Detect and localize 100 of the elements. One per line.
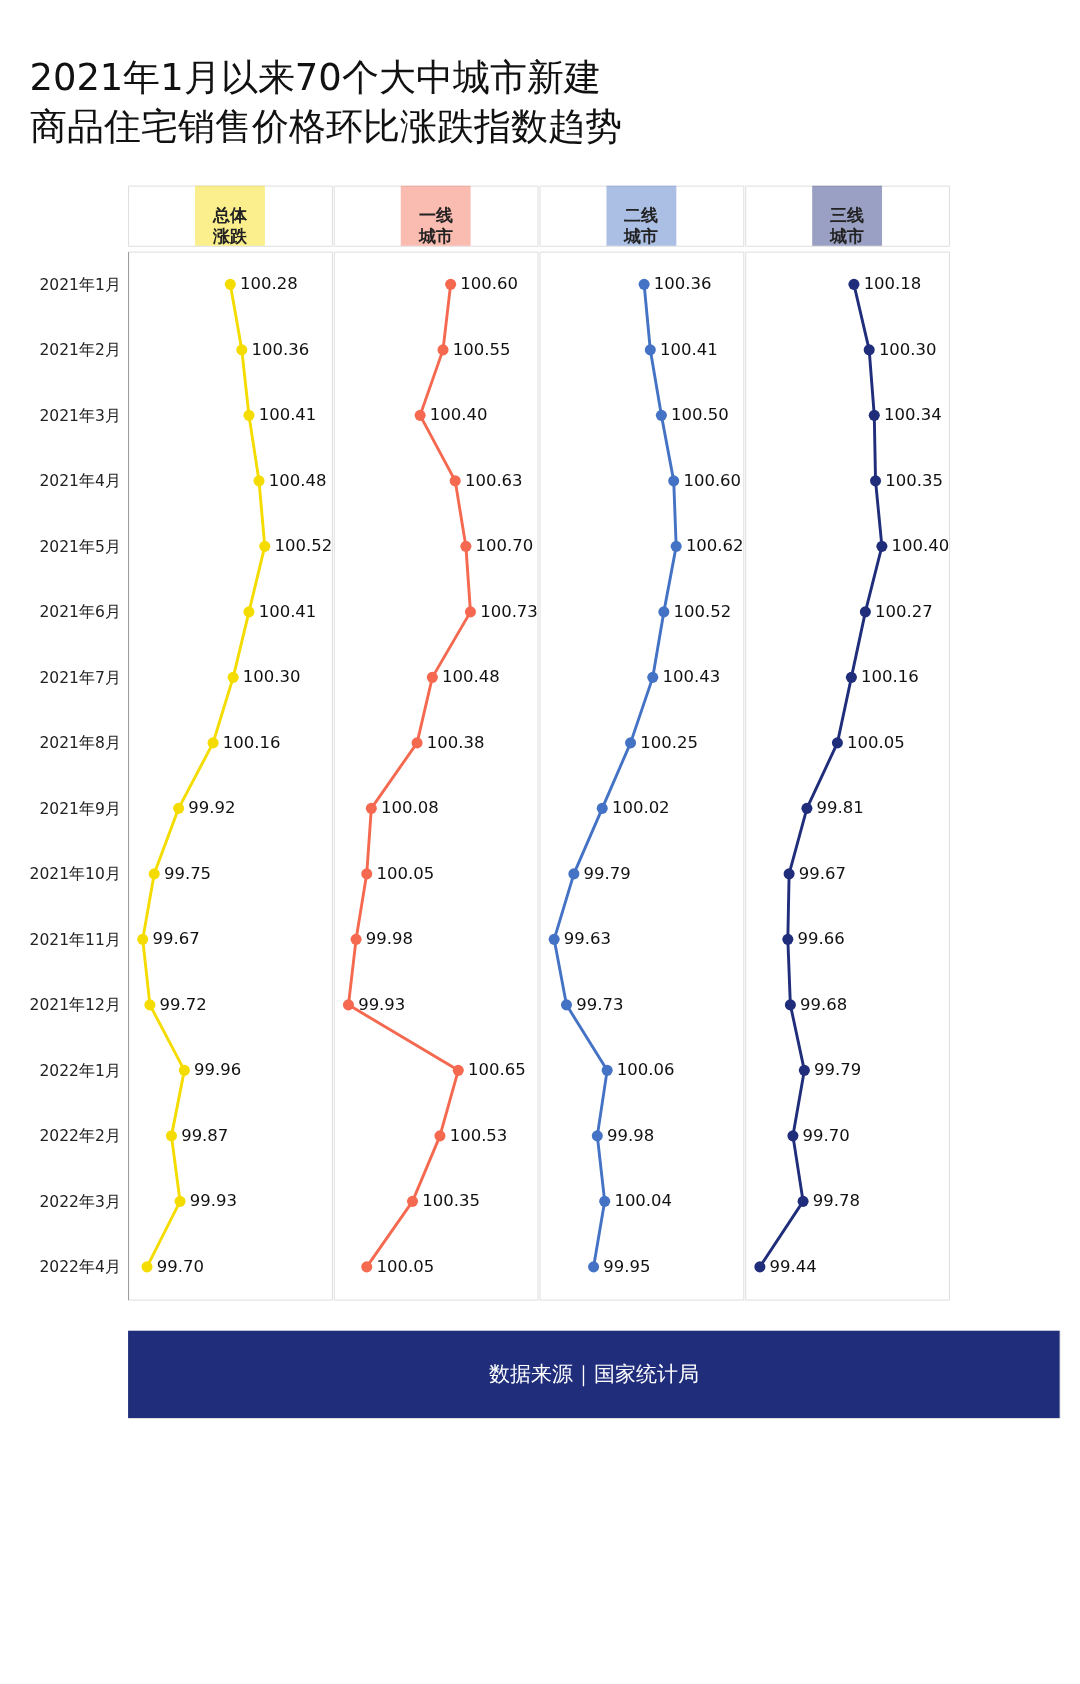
data-label: 100.70 xyxy=(475,536,534,556)
point xyxy=(350,933,362,945)
point xyxy=(361,868,373,880)
data-label: 100.35 xyxy=(422,1191,480,1211)
data-label: 99.73 xyxy=(576,994,624,1014)
data-label: 100.05 xyxy=(376,1256,435,1276)
point xyxy=(601,1064,613,1076)
y-tick-label: 2022年3月 xyxy=(39,1192,121,1211)
point xyxy=(848,278,860,290)
point xyxy=(178,1064,190,1076)
point xyxy=(243,409,255,421)
point xyxy=(599,1195,611,1207)
point xyxy=(870,475,882,487)
point xyxy=(426,671,438,683)
data-label: 99.92 xyxy=(188,798,236,818)
data-label: 100.40 xyxy=(429,405,488,425)
point xyxy=(174,1195,186,1207)
y-tick-label: 2021年3月 xyxy=(39,406,121,425)
data-label: 99.79 xyxy=(583,863,631,883)
y-tick-label: 2021年12月 xyxy=(29,996,121,1015)
point xyxy=(783,868,795,880)
point xyxy=(625,737,637,749)
data-label: 99.72 xyxy=(159,994,207,1014)
data-label: 99.98 xyxy=(365,929,413,949)
data-label: 100.48 xyxy=(442,667,500,687)
point xyxy=(863,344,875,356)
source-note: 数据来源｜国家统计局 xyxy=(488,1361,699,1388)
point xyxy=(434,1130,446,1142)
data-label: 99.68 xyxy=(800,994,848,1014)
point xyxy=(464,606,476,618)
point xyxy=(568,868,580,880)
point xyxy=(859,606,871,618)
point xyxy=(236,344,248,356)
data-label: 100.53 xyxy=(449,1125,508,1145)
data-label: 99.44 xyxy=(769,1256,817,1276)
point xyxy=(655,409,667,421)
data-label: 100.06 xyxy=(616,1060,675,1080)
point xyxy=(548,933,560,945)
point xyxy=(141,1261,153,1273)
point xyxy=(449,475,461,487)
data-label: 99.98 xyxy=(607,1125,655,1145)
data-label: 99.95 xyxy=(603,1256,651,1276)
point xyxy=(596,802,608,814)
text: 二线城市 xyxy=(623,204,659,246)
point xyxy=(361,1261,373,1273)
y-tick-label: 2021年11月 xyxy=(29,930,121,949)
point xyxy=(460,540,472,552)
point xyxy=(452,1064,464,1076)
data-label: 100.60 xyxy=(460,274,519,294)
data-label: 100.30 xyxy=(242,667,301,687)
point xyxy=(224,278,236,290)
data-label: 100.30 xyxy=(878,339,937,359)
data-label: 100.52 xyxy=(274,536,333,556)
point xyxy=(411,737,423,749)
point xyxy=(207,737,219,749)
point xyxy=(670,540,682,552)
y-tick-label: 2021年10月 xyxy=(29,865,121,884)
y-tick-label: 2021年6月 xyxy=(39,603,121,622)
point xyxy=(831,737,843,749)
data-label: 100.73 xyxy=(480,601,538,621)
data-label: 100.62 xyxy=(685,536,744,556)
data-label: 100.41 xyxy=(258,601,317,621)
data-label: 100.55 xyxy=(452,339,511,359)
data-label: 100.35 xyxy=(885,470,943,490)
y-tick-label: 2022年2月 xyxy=(39,1127,121,1146)
point xyxy=(668,475,680,487)
chart-title: 2021年1月以来70个大中城市新建商品住宅销售价格环比涨跌指数趋势 xyxy=(29,56,622,148)
y-tick-label: 2021年7月 xyxy=(39,668,121,687)
point xyxy=(173,802,185,814)
data-label: 99.70 xyxy=(802,1125,850,1145)
y-tick-label: 2021年8月 xyxy=(39,734,121,753)
point xyxy=(787,1130,799,1142)
data-label: 100.27 xyxy=(875,601,933,621)
point xyxy=(437,344,449,356)
point xyxy=(342,999,354,1011)
data-label: 99.70 xyxy=(156,1256,204,1276)
point xyxy=(876,540,888,552)
point xyxy=(868,409,880,421)
y-tick-label: 2021年5月 xyxy=(39,537,121,556)
data-label: 99.93 xyxy=(358,994,406,1014)
data-label: 99.63 xyxy=(563,929,612,949)
point xyxy=(591,1130,603,1142)
point xyxy=(845,671,857,683)
data-label: 99.67 xyxy=(152,929,200,949)
data-label: 99.93 xyxy=(189,1191,237,1211)
data-label: 100.50 xyxy=(671,405,729,425)
point xyxy=(797,1195,809,1207)
point xyxy=(253,475,265,487)
data-label: 100.18 xyxy=(863,274,922,294)
point xyxy=(148,868,160,880)
data-label: 100.05 xyxy=(376,863,435,883)
data-label: 100.52 xyxy=(673,601,732,621)
data-label: 100.16 xyxy=(222,732,281,752)
series-label: 一线城市 xyxy=(417,204,453,246)
point xyxy=(414,409,426,421)
data-label: 100.02 xyxy=(611,798,670,818)
data-label: 100.65 xyxy=(467,1060,526,1080)
data-label: 100.41 xyxy=(258,405,317,425)
data-label: 100.04 xyxy=(614,1191,673,1211)
data-label: 100.34 xyxy=(883,405,942,425)
